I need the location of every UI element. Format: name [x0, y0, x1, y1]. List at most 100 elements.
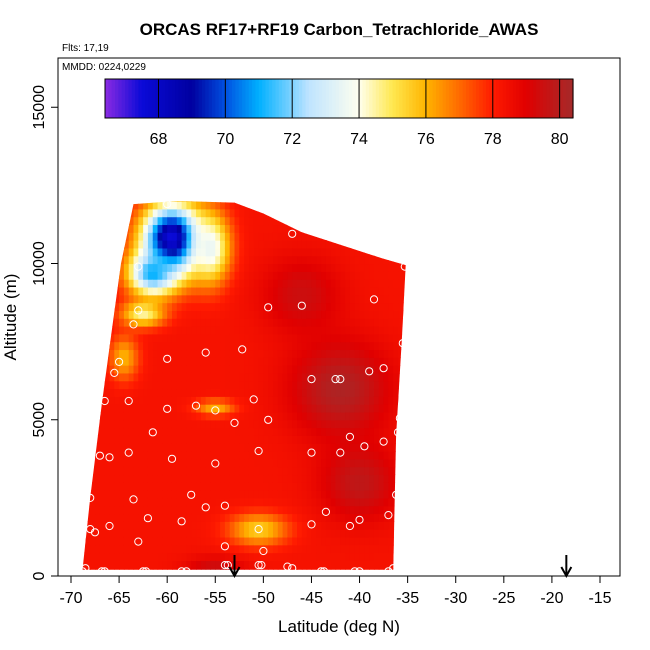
field-cell [306, 341, 313, 351]
field-cell [253, 232, 260, 241]
field-cell [157, 505, 163, 515]
field-cell [412, 373, 417, 381]
field-cell [191, 333, 197, 343]
field-cell [301, 466, 308, 476]
field-cell [152, 326, 159, 335]
field-cell [76, 271, 81, 279]
field-cell [104, 263, 111, 272]
field-cell [167, 521, 173, 530]
field-cell [412, 256, 417, 264]
field-cell [316, 216, 322, 226]
colorbar-segment [128, 79, 133, 118]
colorbar-segment [409, 79, 414, 118]
field-cell [330, 302, 337, 311]
field-cell [196, 255, 202, 265]
colorbar-segment [238, 79, 243, 118]
field-cell [393, 521, 399, 530]
colorbar-segment [399, 79, 404, 118]
field-cell [408, 459, 413, 467]
field-cell [316, 568, 322, 570]
field-cell [364, 310, 370, 319]
field-cell [230, 185, 235, 193]
field-cell [143, 365, 149, 374]
field-cell [248, 505, 255, 515]
field-cell [176, 404, 183, 413]
field-cell [147, 279, 154, 288]
field-cell [181, 451, 188, 460]
colorbar-segment [355, 79, 360, 118]
field-cell [393, 255, 399, 265]
field-cell [128, 505, 135, 515]
field-cell [229, 411, 236, 421]
field-cell [119, 451, 125, 460]
field-cell [224, 482, 231, 491]
field-cell [95, 286, 101, 296]
field-cell [123, 396, 130, 405]
field-cell [321, 294, 327, 304]
field-cell [114, 451, 120, 460]
field-cell [364, 201, 370, 210]
field-cell [157, 466, 163, 476]
field-cell [369, 271, 375, 280]
field-cell [82, 497, 87, 507]
field-cell [335, 396, 341, 405]
field-cell [340, 326, 346, 335]
field-cell [378, 271, 385, 280]
field-cell [349, 349, 356, 358]
field-cell [85, 497, 91, 507]
field-cell [369, 451, 375, 460]
field-cell [205, 544, 212, 554]
field-cell [325, 435, 332, 444]
field-cell [171, 521, 178, 530]
field-cell [215, 247, 221, 257]
colorbar-segment [476, 79, 480, 118]
field-cell [162, 529, 168, 538]
field-cell [311, 247, 317, 257]
field-cell [321, 302, 327, 311]
field-cell [316, 388, 322, 397]
field-cell [330, 372, 337, 382]
field-cell [277, 294, 284, 304]
field-cell [325, 372, 332, 382]
field-cell [316, 224, 322, 233]
field-cell [152, 427, 159, 436]
field-cell [335, 458, 341, 468]
field-cell [330, 341, 337, 351]
field-cell [335, 201, 341, 202]
field-cell [316, 286, 322, 296]
field-cell [186, 404, 192, 413]
field-cell [297, 536, 303, 546]
field-cell [210, 318, 216, 327]
field-cell [119, 216, 125, 226]
field-cell [114, 255, 120, 265]
field-cell [176, 458, 183, 468]
field-cell [354, 208, 361, 218]
field-cell [133, 388, 139, 397]
field-cell [373, 451, 380, 460]
field-cell [119, 560, 125, 569]
field-cell [349, 513, 356, 522]
field-cell [398, 208, 404, 218]
field-cell [340, 341, 346, 351]
field-cell [402, 497, 406, 507]
sample-point [264, 303, 273, 312]
field-cell [220, 419, 226, 429]
field-cell [152, 529, 159, 538]
field-cell [321, 521, 327, 530]
field-cell [316, 529, 322, 538]
field-cell [167, 326, 173, 335]
field-cell [119, 404, 125, 413]
field-cell [119, 552, 125, 561]
field-cell [297, 201, 303, 202]
field-cell [248, 521, 255, 530]
field-cell [95, 201, 101, 202]
field-cell [359, 349, 365, 358]
field-cell [321, 263, 327, 272]
field-cell [272, 263, 279, 272]
field-cell [90, 490, 96, 499]
field-cell [186, 482, 192, 491]
field-cell [253, 419, 260, 429]
field-cell [119, 240, 125, 249]
field-cell [181, 474, 188, 483]
field-cell [393, 232, 399, 241]
